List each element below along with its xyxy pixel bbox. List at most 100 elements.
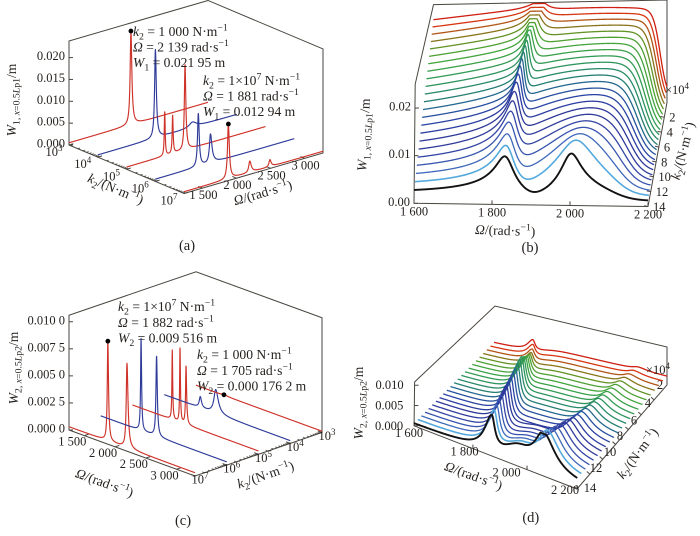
k2-tick-label: 8 xyxy=(617,429,623,443)
k2-tick-label: 12 xyxy=(656,185,669,199)
curve-k2-2.43e4 xyxy=(482,351,656,391)
k2-tick xyxy=(649,175,654,178)
k2-tick xyxy=(573,486,578,490)
panel-label: (b) xyxy=(522,240,539,256)
omega-axis: 1 600 1 800 2 000 2 200 xyxy=(400,199,662,222)
k2-tick xyxy=(155,179,160,182)
k2-minor-tick xyxy=(248,455,252,458)
annotation-line: W1 = 0.012 94 m xyxy=(203,104,296,123)
annotation-line: k2 = 1 000 N·m−1 xyxy=(133,23,228,43)
curve-k2=10^3 xyxy=(195,384,323,432)
z-tick-label: 0.010 xyxy=(37,93,65,107)
omega-axis: 1 500 2 000 2 500 3 000 xyxy=(189,156,320,202)
curve-k2-1.21e4 xyxy=(432,6,667,93)
k2-minor-tick xyxy=(207,469,211,472)
k2-tick-label: 104 xyxy=(74,155,92,171)
k2-minor-tick xyxy=(302,436,306,439)
k2-minor-tick xyxy=(278,445,281,448)
k2-minor-tick xyxy=(86,151,89,153)
z-tick-label: 0.010 0 xyxy=(28,313,66,327)
curve-k2-9.13e4 xyxy=(421,73,656,161)
k2-minor-tick xyxy=(143,175,147,177)
k2-tick-label: 6 xyxy=(631,414,637,428)
curve-k2-0.6e4 xyxy=(493,338,668,377)
k2-tick-label: 103 xyxy=(319,427,337,443)
omega-tick xyxy=(84,433,89,437)
z-axis-label: W1, x=0.5Lp1/m xyxy=(354,98,376,172)
k2-minor-tick xyxy=(152,179,155,181)
k2-minor-tick xyxy=(219,465,222,468)
omega-tick-label: 2 000 xyxy=(492,466,520,480)
k2-tick xyxy=(599,456,604,460)
annotation-marker-dot xyxy=(105,338,111,344)
omega-tick-label: 2 500 xyxy=(120,457,148,471)
k2-tick xyxy=(317,430,323,433)
curve-k2-12.78e4 xyxy=(415,133,650,191)
curve-k2-3.65e4 xyxy=(428,21,664,115)
k2-tick-label: 105 xyxy=(255,449,273,465)
curve-k2-8.52e4 xyxy=(421,65,657,156)
k2-tick-label: 104 xyxy=(287,438,305,454)
k2-tick-label: 10 xyxy=(604,445,617,459)
curve-k2-10.95e4 xyxy=(432,389,598,457)
curve-k2=10^6 xyxy=(100,337,228,463)
curve-k2=10^4 xyxy=(163,388,291,442)
k2-minor-tick xyxy=(150,178,154,180)
k2-tick-label: 12 xyxy=(590,461,603,475)
curve-k2=10^7 xyxy=(183,123,324,193)
k2-tick xyxy=(654,145,659,148)
curve-k2-1.21e4 xyxy=(490,343,664,382)
z-tick-label: 0.010 xyxy=(375,378,403,392)
annotation: k2 = 1×107 N·m−1Ω = 1 881 rad·s−1W1 = 0.… xyxy=(203,72,300,127)
k2-minor-tick xyxy=(312,433,316,436)
k2-minor-tick xyxy=(177,189,181,192)
k2-minor-tick xyxy=(117,164,121,166)
curve-k2-6.08e4 xyxy=(461,356,631,420)
annotation-line: W2 = 0.009 516 m xyxy=(118,331,217,350)
z-tick-label: 0.000 xyxy=(375,419,403,433)
omega-tick-label: 2 200 xyxy=(634,208,662,222)
curve-k2-13.39e4 xyxy=(414,139,650,197)
k2-minor-tick xyxy=(96,155,99,157)
panel-label: (d) xyxy=(522,510,539,526)
panel-label: (a) xyxy=(179,238,195,254)
z-axis: 0.000 0 0.002 5 0.005 0 0.007 5 0.010 0 xyxy=(28,313,73,436)
k2-minor-tick xyxy=(123,166,127,169)
k2-tick-label: 14 xyxy=(584,481,597,495)
k2-tick-label: 103 xyxy=(46,143,64,159)
omega-axis-label: Ω/(rad·s−1) xyxy=(475,221,536,241)
k2-tick xyxy=(612,441,616,445)
z-axis: 0.000 0.005 0.010 xyxy=(375,378,419,433)
k2-minor-tick xyxy=(275,446,278,449)
curve-k2-3.65e4 xyxy=(475,354,647,401)
curve-k2-2.43e4 xyxy=(430,14,665,105)
curve-k2-8.52e4 xyxy=(446,372,615,439)
curve-k2-6.69e4 xyxy=(424,45,659,141)
k2-tick-label: 4 xyxy=(667,126,674,140)
curve-k2-7.91e4 xyxy=(422,58,658,151)
omega-axis-label: Ω/(rad·s−1) xyxy=(442,457,505,494)
curve-k2-4.25e4 xyxy=(428,25,663,120)
k2-tick-label: 4 xyxy=(645,396,652,410)
k2-minor-tick xyxy=(202,471,205,474)
k2-minor-tick xyxy=(106,159,109,162)
k2-tick-label: 2 xyxy=(657,378,663,392)
k2-tick xyxy=(586,471,591,475)
omega-tick-label: 1 800 xyxy=(450,445,478,459)
k2-tick-label: 6 xyxy=(664,140,670,154)
z-tick-label: 0.00 xyxy=(388,195,410,209)
annotation-line: W1 = 0.021 95 m xyxy=(133,55,226,74)
annotation-line: Ω = 1 882 rad·s−1 xyxy=(118,313,214,329)
k2-minor-tick xyxy=(82,149,86,152)
panel-a: 0.000 0.005 0.010 0.015 0.020 103 104 105 106 107… xyxy=(4,0,324,254)
k2-tick xyxy=(126,167,131,170)
z-tick-label: 0.020 xyxy=(37,49,65,63)
curve-k2-9.74e4 xyxy=(420,81,655,166)
k2-minor-tick xyxy=(280,444,284,447)
curve-k2-5.47e4 xyxy=(464,356,635,415)
curve-k2-10.35e4 xyxy=(435,385,603,452)
curve-k2-10.35e4 xyxy=(419,90,654,171)
